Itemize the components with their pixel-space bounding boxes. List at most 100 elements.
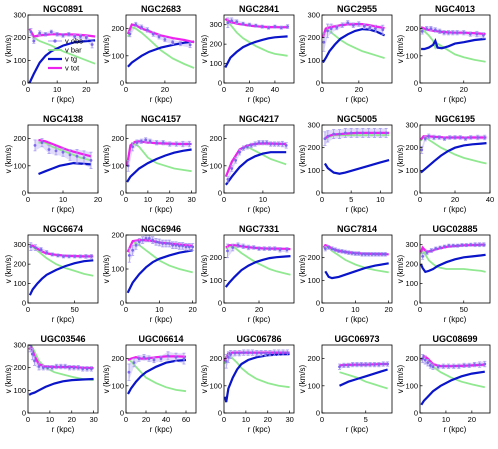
y-axis-label: v (km/s): [298, 34, 307, 63]
plot-area: [224, 140, 288, 186]
obs-point: [432, 136, 436, 139]
legend-marker-v-obs: [53, 39, 57, 43]
series-line-v-tot: [127, 355, 187, 361]
axes-frame: [223, 14, 295, 84]
obs-point: [147, 357, 151, 360]
panel-ugc06973: UGC06973 0 100 200 0 5r (kpc) v (km/s): [298, 334, 393, 434]
obs-point: [148, 139, 152, 143]
obs-point: [420, 148, 424, 152]
obs-point: [159, 357, 163, 360]
obs-point: [455, 31, 459, 35]
obs-point: [230, 167, 234, 170]
obs-point: [229, 353, 232, 356]
obs-point: [478, 363, 482, 366]
obs-point: [151, 32, 155, 36]
legend-label: v bar: [65, 46, 82, 55]
x-tick-label: 40: [486, 195, 494, 204]
x-tick-label: 10: [46, 415, 54, 424]
obs-point: [333, 248, 337, 252]
obs-point: [81, 367, 85, 371]
y-axis-label: v (km/s): [298, 144, 307, 173]
y-axis-label: v (km/s): [4, 254, 13, 283]
obs-point: [438, 246, 442, 250]
obs-point: [90, 43, 94, 46]
y-tick-label: 100: [405, 166, 418, 175]
obs-point: [254, 24, 258, 28]
obs-point: [483, 136, 487, 139]
y-tick-label: 300: [209, 20, 222, 29]
plot-area: [420, 26, 486, 63]
obs-point: [330, 247, 334, 251]
obs-point: [343, 131, 347, 135]
y-tick-label: 300: [307, 11, 320, 20]
obs-point: [73, 35, 77, 38]
obs-point: [464, 137, 467, 141]
obs-point: [67, 254, 71, 258]
x-tick-label: 0: [124, 85, 128, 94]
plot-area: [224, 242, 291, 288]
y-tick-label: 100: [13, 386, 26, 395]
x-tick-label: 0: [26, 415, 30, 424]
panel-title: NGC2683: [141, 4, 181, 14]
axes-frame: [321, 234, 393, 304]
y-tick-label: 200: [111, 354, 124, 363]
y-tick-label: 100: [209, 381, 222, 390]
obs-point: [421, 254, 425, 258]
panel-title: UGC06614: [138, 334, 183, 344]
x-axis-label: r (kpc): [346, 205, 369, 214]
x-tick-label: 20: [255, 305, 263, 314]
obs-error-band: [227, 140, 287, 183]
obs-point: [242, 146, 245, 150]
obs-point: [79, 35, 82, 38]
obs-point: [181, 142, 185, 146]
obs-point: [55, 32, 59, 36]
obs-point: [378, 131, 382, 135]
x-axis-label: r (kpc): [52, 425, 75, 434]
obs-point: [44, 32, 47, 36]
axes-frame: [125, 344, 197, 414]
obs-point: [166, 354, 170, 358]
obs-point: [437, 136, 441, 139]
obs-point: [429, 249, 433, 252]
obs-point: [84, 254, 88, 258]
series-line-v-tg: [322, 27, 386, 64]
obs-point: [127, 370, 131, 374]
obs-point: [90, 254, 93, 258]
obs-point: [436, 365, 440, 369]
x-tick-label: 40: [271, 85, 279, 94]
obs-point: [265, 141, 269, 145]
plot-area: [28, 28, 96, 83]
y-tick-label: 200: [307, 33, 320, 42]
y-tick-label: 0: [218, 409, 222, 418]
obs-point: [171, 40, 175, 44]
panel-title: NGC6195: [435, 114, 475, 124]
obs-point: [469, 136, 473, 139]
obs-point: [231, 246, 235, 249]
y-tick-label: 200: [111, 24, 124, 33]
obs-point: [252, 246, 256, 249]
plot-area: [127, 351, 187, 395]
obs-point: [329, 27, 333, 30]
obs-point: [451, 244, 455, 248]
obs-point: [184, 245, 188, 249]
obs-point: [323, 247, 327, 251]
obs-error-band: [422, 242, 484, 260]
obs-point: [442, 31, 446, 35]
obs-point: [453, 136, 457, 139]
series-line-v-tg: [28, 259, 94, 296]
series-line-v-tg: [420, 253, 486, 274]
obs-point: [476, 136, 480, 139]
obs-point: [367, 252, 371, 256]
panel-title: NGC6674: [43, 224, 83, 234]
y-tick-label: 300: [405, 121, 418, 130]
obs-point: [335, 26, 339, 29]
y-tick-label: 300: [13, 240, 26, 249]
x-tick-label: 10: [144, 195, 152, 204]
obs-point: [353, 252, 357, 255]
panel-ngc4013: NGC4013 0 100 200 0 20r (kpc) v (km/s): [396, 4, 491, 104]
series-line-v-tg: [324, 262, 389, 280]
panel-title: NGC2841: [239, 4, 279, 14]
obs-point: [373, 363, 376, 366]
x-tick-label: 10: [442, 415, 450, 424]
obs-point: [327, 246, 331, 249]
